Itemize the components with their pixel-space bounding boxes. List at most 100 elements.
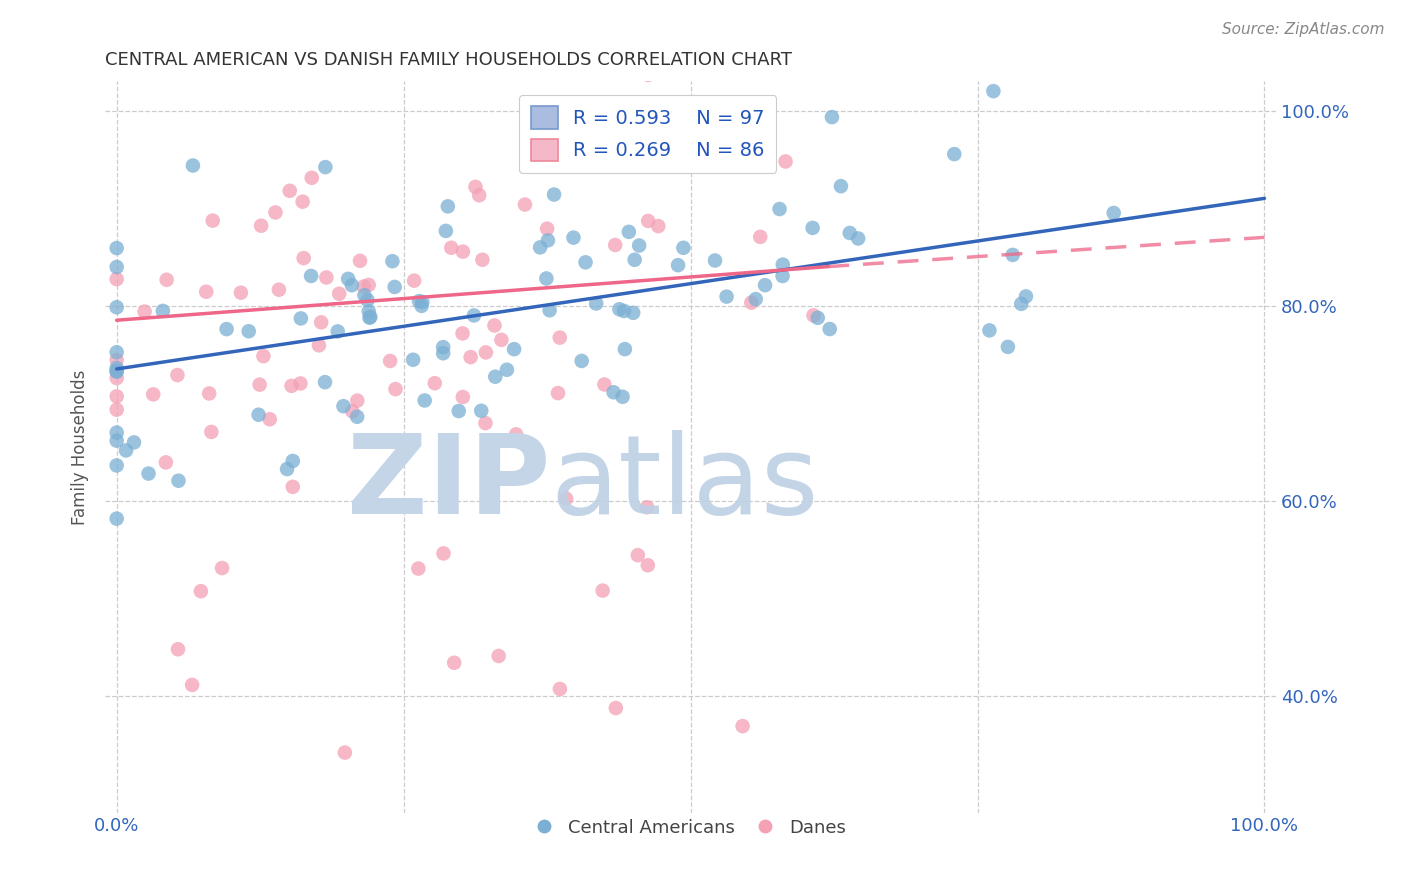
Point: [105, 511, 128, 525]
Point: [772, 268, 794, 283]
Point: [749, 230, 772, 244]
Point: [342, 404, 364, 418]
Point: [464, 180, 486, 194]
Point: [470, 404, 492, 418]
Point: [807, 310, 830, 325]
Point: [605, 238, 627, 252]
Point: [290, 311, 312, 326]
Point: [314, 160, 336, 174]
Point: [447, 404, 470, 418]
Point: [547, 386, 569, 401]
Point: [637, 214, 659, 228]
Point: [637, 68, 659, 82]
Point: [181, 678, 204, 692]
Point: [484, 318, 506, 333]
Point: [215, 322, 238, 336]
Point: [314, 375, 336, 389]
Point: [181, 159, 204, 173]
Point: [166, 368, 188, 382]
Point: [605, 701, 627, 715]
Point: [754, 278, 776, 293]
Text: Source: ZipAtlas.com: Source: ZipAtlas.com: [1222, 22, 1385, 37]
Point: [264, 205, 287, 219]
Point: [623, 136, 645, 151]
Point: [408, 561, 430, 575]
Point: [105, 434, 128, 448]
Point: [821, 110, 844, 124]
Point: [548, 330, 571, 344]
Point: [672, 241, 695, 255]
Point: [562, 230, 585, 244]
Point: [402, 352, 425, 367]
Point: [105, 360, 128, 375]
Point: [249, 377, 271, 392]
Point: [105, 458, 128, 473]
Point: [167, 474, 190, 488]
Point: [408, 294, 430, 309]
Point: [346, 409, 368, 424]
Point: [716, 290, 738, 304]
Point: [740, 295, 762, 310]
Point: [291, 194, 314, 209]
Point: [105, 389, 128, 403]
Point: [384, 280, 406, 294]
Point: [432, 546, 454, 560]
Point: [1001, 248, 1024, 262]
Point: [280, 379, 302, 393]
Point: [252, 349, 274, 363]
Y-axis label: Family Households: Family Households: [72, 369, 89, 524]
Point: [1102, 206, 1125, 220]
Text: ZIP: ZIP: [347, 430, 550, 537]
Point: [943, 147, 966, 161]
Point: [190, 584, 212, 599]
Point: [346, 393, 368, 408]
Point: [491, 333, 513, 347]
Point: [105, 364, 128, 378]
Point: [513, 197, 536, 211]
Point: [238, 324, 260, 338]
Point: [443, 656, 465, 670]
Point: [299, 268, 322, 283]
Point: [359, 310, 381, 325]
Point: [115, 443, 138, 458]
Point: [378, 354, 401, 368]
Point: [381, 254, 404, 268]
Point: [105, 272, 128, 286]
Point: [979, 323, 1001, 337]
Point: [105, 425, 128, 440]
Point: [637, 558, 659, 573]
Text: CENTRAL AMERICAN VS DANISH FAMILY HOUSEHOLDS CORRELATION CHART: CENTRAL AMERICAN VS DANISH FAMILY HOUSEH…: [105, 51, 792, 69]
Point: [201, 213, 224, 227]
Point: [536, 221, 558, 235]
Point: [195, 285, 218, 299]
Point: [281, 454, 304, 468]
Point: [105, 345, 128, 359]
Point: [423, 376, 446, 391]
Point: [463, 309, 485, 323]
Point: [621, 306, 644, 320]
Point: [647, 219, 669, 233]
Point: [292, 251, 315, 265]
Point: [801, 220, 824, 235]
Text: atlas: atlas: [550, 430, 818, 537]
Point: [267, 283, 290, 297]
Point: [475, 345, 498, 359]
Point: [326, 325, 349, 339]
Point: [356, 293, 378, 308]
Point: [1010, 297, 1032, 311]
Point: [278, 184, 301, 198]
Point: [413, 393, 436, 408]
Point: [167, 642, 190, 657]
Point: [997, 340, 1019, 354]
Point: [460, 350, 482, 364]
Point: [404, 274, 426, 288]
Point: [337, 272, 360, 286]
Point: [359, 310, 381, 324]
Point: [613, 304, 636, 318]
Point: [538, 303, 561, 318]
Point: [411, 299, 433, 313]
Point: [768, 202, 790, 216]
Point: [156, 273, 179, 287]
Point: [731, 719, 754, 733]
Point: [357, 277, 380, 292]
